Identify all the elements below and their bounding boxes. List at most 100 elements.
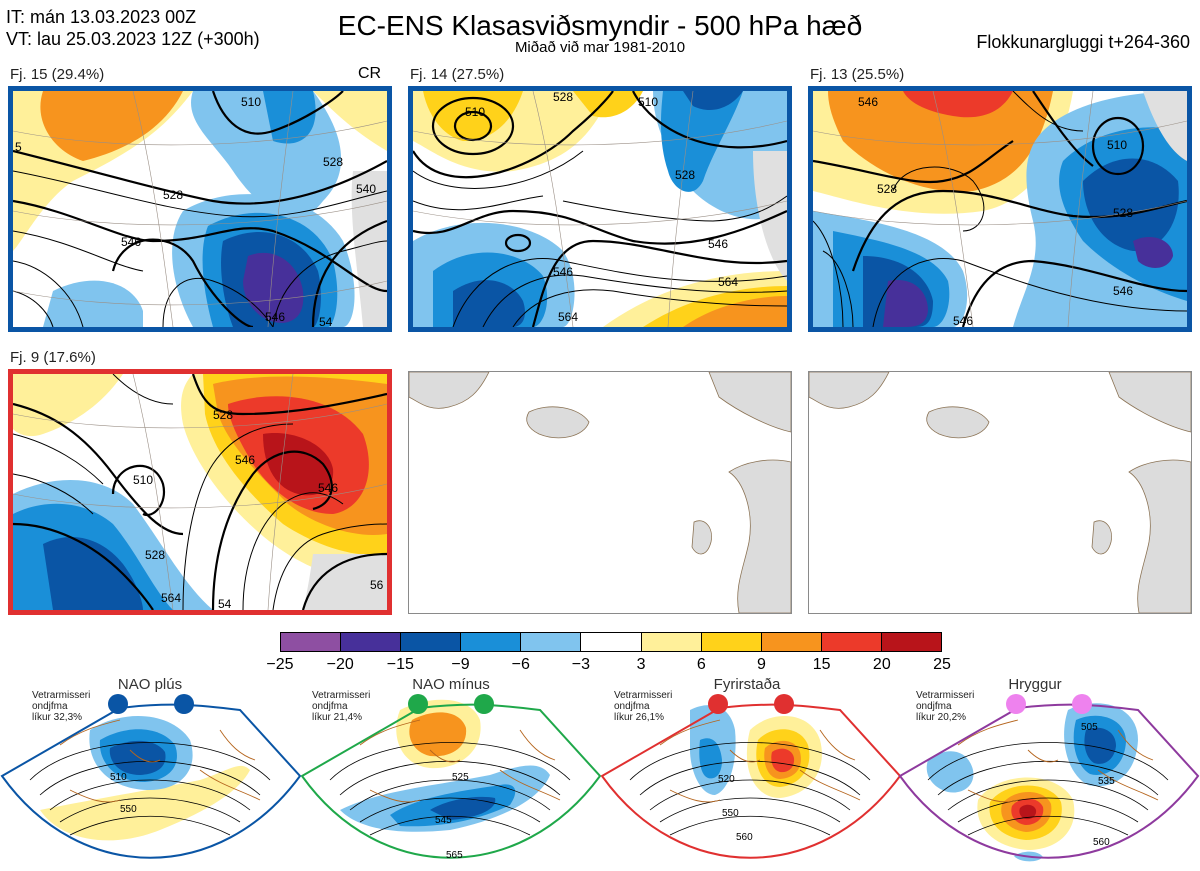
colorbar-tick-label: 9 — [757, 656, 766, 673]
regime-1-contour-label-2: 550 — [120, 804, 137, 815]
panel-2-contour-label-7: 564 — [558, 310, 578, 324]
colorbar-segment — [580, 633, 641, 651]
panel-4-contour-label-2: 528 — [213, 408, 233, 422]
colorbar-tick-label: −15 — [386, 656, 414, 673]
regime-4-contour-label-3: 560 — [1093, 837, 1110, 848]
colorbar-tick-label: −20 — [326, 656, 354, 673]
regime-1-name: NAO plús — [117, 676, 183, 693]
colorbar-tick-label: 25 — [933, 656, 951, 673]
valid-time: VT: lau 25.03.2023 12Z (+300h) — [6, 29, 260, 49]
regime-1-info: Vetrarmisseri ondjfma líkur 32,3% — [32, 690, 91, 723]
map-graphic: 510 528 528 546 546 564 564 510 — [413, 91, 787, 327]
colorbar-segment — [281, 633, 341, 651]
panel-2-contour-label-1: 510 — [465, 105, 485, 119]
regime-3-contour-label-3: 560 — [736, 832, 753, 843]
regime-3-contour-label-2: 550 — [722, 808, 739, 819]
regime-2-info: Vetrarmisseri ondjfma líkur 21,4% — [312, 690, 371, 723]
regime-2-contour-label-3: 565 — [446, 850, 463, 861]
panel-2-label: Fj. 14 (27.5%) — [410, 66, 505, 83]
regime-2-map: 525 545 565 — [300, 694, 602, 861]
panel-2-contour-label-2: 528 — [553, 91, 573, 104]
panel-1-label: Fj. 15 (29.4%) — [10, 66, 105, 83]
colorbar-segment — [700, 633, 761, 651]
colorbar-segment — [640, 633, 701, 651]
initial-time: IT: mán 13.03.2023 00Z — [6, 7, 197, 27]
regime-3-map: 520 550 560 — [600, 694, 902, 859]
panel-1-contour-label-1: 510 — [241, 95, 261, 109]
coastline-map — [409, 372, 791, 613]
panel-3-contour-label-3: 528 — [877, 182, 897, 196]
panel-4-contour-label-1: 510 — [133, 473, 153, 487]
colorbar-segment — [820, 633, 881, 651]
colorbar-tick-label: −9 — [451, 656, 470, 673]
colorbar-tick-label: −6 — [511, 656, 530, 673]
regime-4-name: Hryggur — [1008, 676, 1062, 693]
colorbar-tick-label: −3 — [571, 656, 591, 673]
colorbar — [280, 632, 942, 652]
panel-2-contour-label-3: 528 — [675, 168, 695, 182]
panel-1-contour-label-2: 528 — [163, 188, 183, 202]
colorbar-segment — [880, 633, 942, 651]
coastline-map — [809, 372, 1191, 613]
classification-window: Flokkunargluggi t+264-360 — [976, 32, 1190, 52]
regime-2-name: NAO mínus — [412, 676, 490, 693]
panel-3-label: Fj. 13 (25.5%) — [810, 66, 905, 83]
cluster-map-panel-1[interactable]: 510 528 528 546 546 54 540 5 — [8, 86, 392, 332]
colorbar-segment — [760, 633, 821, 651]
panel-3-contour-label-1: 510 — [1107, 138, 1127, 152]
colorbar-segment — [520, 633, 581, 651]
regime-4-contour-label-1: 505 — [1081, 722, 1098, 733]
panel-2-contour-label-4: 546 — [553, 265, 573, 279]
colorbar-tick-label: 15 — [812, 656, 831, 673]
cluster-map-panel-2[interactable]: 510 528 528 546 546 564 564 510 — [408, 86, 792, 332]
panel-4-contour-label-5: 546 — [318, 481, 338, 495]
panel-2-contour-label-6: 564 — [718, 275, 738, 289]
regime-1-map: 510 550 — [0, 694, 302, 859]
panel-2-contour-label-5: 546 — [708, 237, 728, 251]
regime-2-contour-label-1: 525 — [452, 772, 469, 783]
empty-map-panel-1 — [408, 371, 792, 614]
regime-4-map: 505 535 560 — [898, 694, 1200, 862]
panel-4-label: Fj. 9 (17.6%) — [10, 349, 96, 366]
colorbar-segment — [340, 633, 401, 651]
regime-4-info: Vetrarmisseri ondjfma líkur 20,2% — [916, 690, 975, 723]
panel-2-contour-label-8: 510 — [638, 95, 658, 109]
cluster-map-panel-3[interactable]: 510 528 528 546 546 546 — [808, 86, 1192, 332]
panel-1-badge: CR — [358, 65, 382, 82]
regime-3-info: Vetrarmisseri ondjfma líkur 26,1% — [614, 690, 673, 723]
panel-4-contour-label-3: 528 — [145, 548, 165, 562]
panel-1-contour-label-5: 546 — [265, 310, 285, 324]
panel-3-contour-label-5: 546 — [953, 314, 973, 327]
page-title: EC-ENS Klasasviðsmyndir - 500 hPa hæð — [337, 10, 863, 41]
colorbar-tick-label: 3 — [636, 656, 646, 673]
map-graphic: 510 528 528 546 546 564 54 56 — [13, 374, 387, 610]
colorbar-segment — [460, 633, 521, 651]
map-graphic: 510 528 528 546 546 546 — [813, 91, 1187, 327]
header-left: IT: mán 13.03.2023 00Z VT: lau 25.03.202… — [6, 6, 260, 50]
panel-1-contour-label-8: 5 — [15, 140, 22, 154]
regime-3-name: Fyrirstaða — [713, 676, 781, 693]
colorbar-tick-label: −25 — [266, 656, 294, 673]
map-graphic: 510 528 528 546 546 54 540 5 — [13, 91, 387, 327]
regime-2-contour-label-2: 545 — [435, 815, 452, 826]
panel-3-contour-label-2: 528 — [1113, 206, 1133, 220]
panel-4-contour-label-7: 54 — [218, 597, 232, 610]
panel-4-contour-label-8: 56 — [370, 578, 384, 592]
cluster-map-panel-4[interactable]: 510 528 528 546 546 564 54 56 — [8, 369, 392, 615]
regime-1-contour-label-1: 510 — [110, 772, 127, 783]
empty-map-panel-2 — [808, 371, 1192, 614]
regime-3-contour-label-1: 520 — [718, 774, 735, 785]
colorbar-tick-label: 6 — [696, 656, 706, 673]
page-subtitle: Miðað við mar 1981-2010 — [514, 39, 686, 56]
panel-1-contour-label-4: 546 — [121, 235, 141, 249]
panel-4-contour-label-4: 546 — [235, 453, 255, 467]
panel-3-contour-label-6: 546 — [858, 95, 878, 109]
panel-3-contour-label-4: 546 — [1113, 284, 1133, 298]
panel-4-contour-label-6: 564 — [161, 591, 181, 605]
panel-1-contour-label-3: 528 — [323, 155, 343, 169]
panel-1-contour-label-7: 540 — [356, 182, 376, 196]
regime-4-contour-label-2: 535 — [1098, 776, 1115, 787]
panel-1-contour-label-6: 54 — [319, 315, 333, 327]
colorbar-segment — [400, 633, 461, 651]
colorbar-tick-label: 20 — [872, 656, 891, 673]
